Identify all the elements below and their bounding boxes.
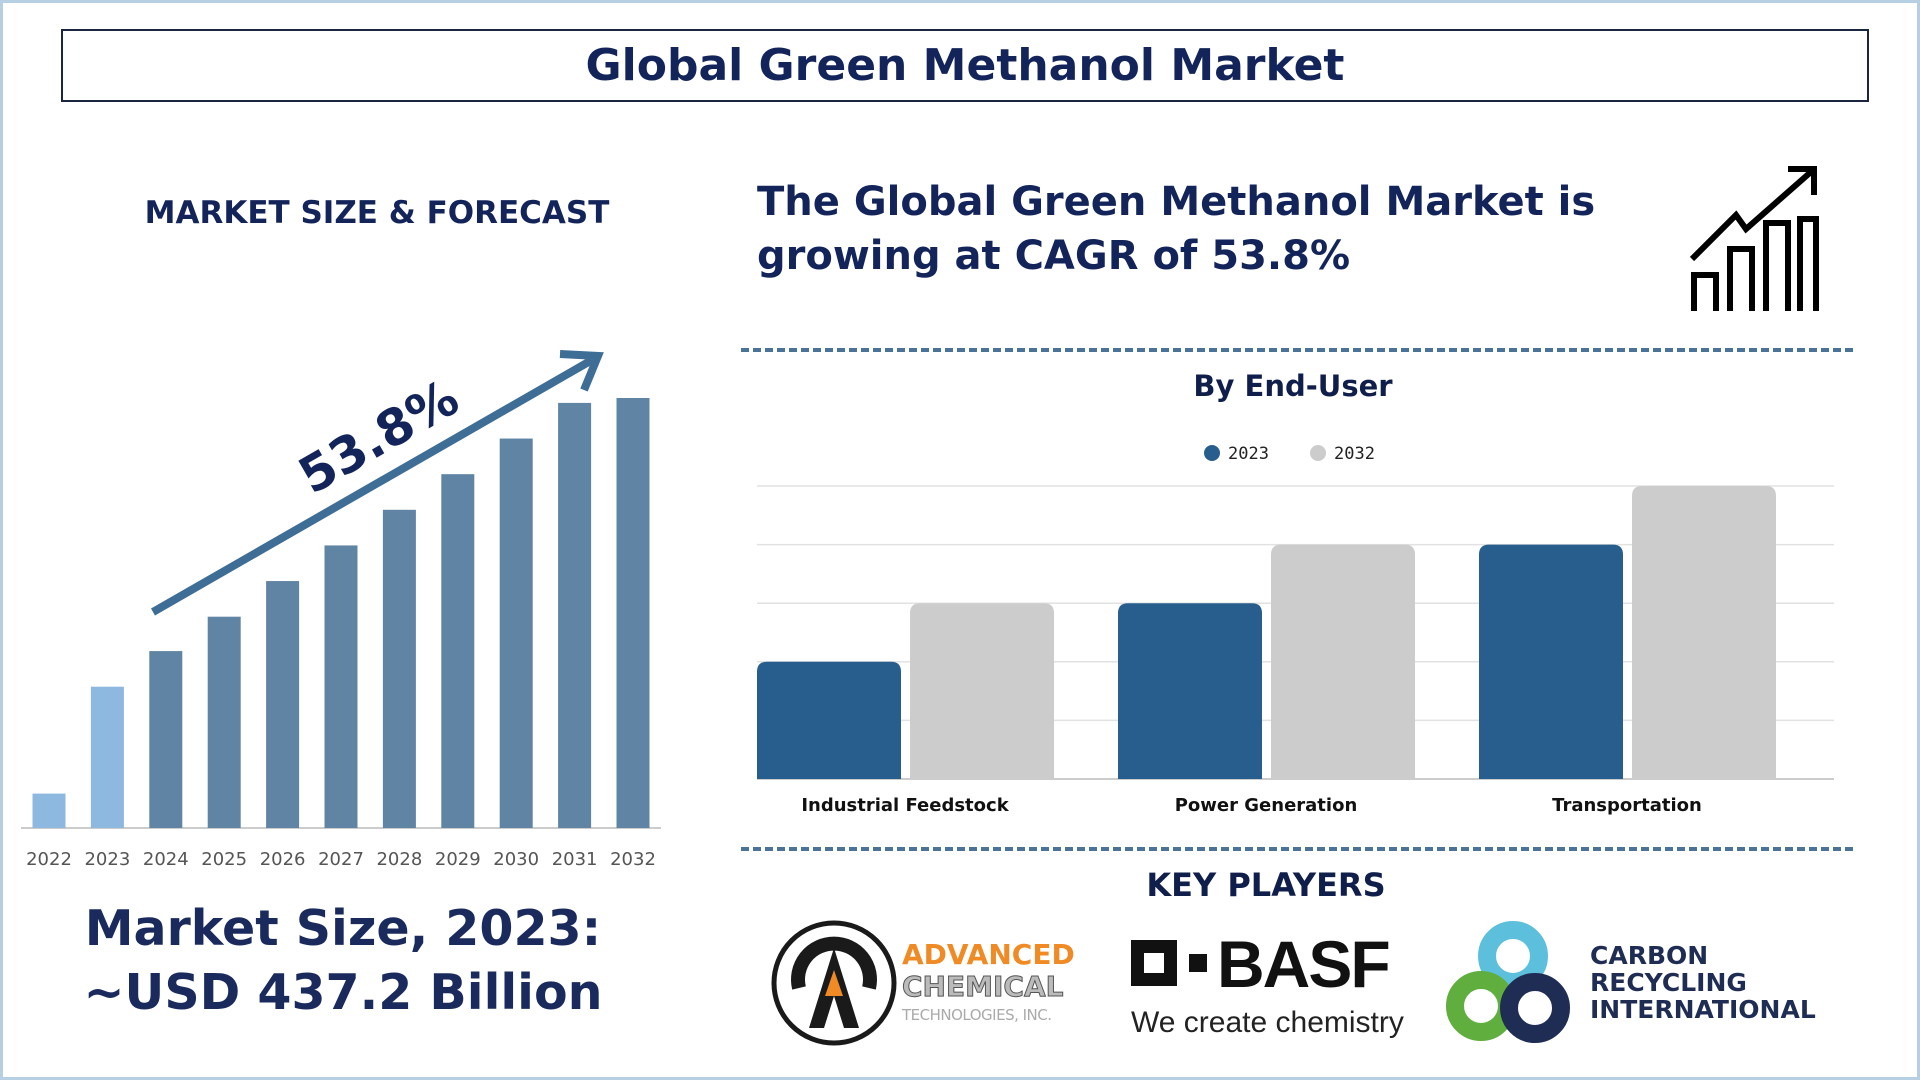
x-tick-label: 2025 xyxy=(201,849,247,870)
logo-basf: BASF We create chemistry xyxy=(1129,927,1419,1046)
bar-2023 xyxy=(1118,603,1262,779)
bar-2023 xyxy=(757,661,901,779)
x-tick-label: 2023 xyxy=(84,849,130,870)
act-line3: TECHNOLOGIES, INC. xyxy=(902,1006,1052,1024)
trend-arrow-line xyxy=(151,356,594,616)
divider-bottom xyxy=(741,847,1853,851)
x-tick-label: 2028 xyxy=(376,849,422,870)
logo-carbon-recycling: CARBON RECYCLING INTERNATIONAL xyxy=(1445,920,1816,1045)
legend-label: 2032 xyxy=(1334,444,1375,464)
x-tick-label: 2029 xyxy=(435,849,481,870)
market-size-line1: Market Size, 2023: xyxy=(84,900,602,957)
cagr-statement: The Global Green Methanol Market is grow… xyxy=(757,175,1595,283)
legend-swatch-2032 xyxy=(1310,445,1326,461)
act-emblem-icon xyxy=(771,920,897,1046)
x-tick-label: 2027 xyxy=(318,849,364,870)
x-tick-label: 2031 xyxy=(552,849,598,870)
bar-2026 xyxy=(266,581,300,828)
cri-line1: CARBON xyxy=(1590,941,1709,970)
bar-2025 xyxy=(207,616,241,828)
bar-2029 xyxy=(441,474,475,828)
legend-label: 2023 xyxy=(1228,444,1269,464)
basf-wordmark: BASF xyxy=(1217,927,1391,1001)
bar-2032 xyxy=(1271,544,1415,779)
logo-advanced-chemical: ADVANCED CHEMICAL TECHNOLOGIES, INC. xyxy=(769,918,1089,1048)
market-forecast-chart: 2022 2023 2024 2025 2026 2027 2028 2029 2030 2031… xyxy=(21,350,661,870)
bar-2027 xyxy=(324,545,358,828)
bar-2031 xyxy=(558,402,592,828)
market-size-line2: ~USD 437.2 Billion xyxy=(83,964,603,1021)
bar-2024 xyxy=(149,651,183,828)
cri-emblem-icon xyxy=(1446,921,1570,1043)
growth-chart-icon xyxy=(1689,166,1819,311)
act-line1: ADVANCED xyxy=(902,938,1075,971)
x-tick-label: 2024 xyxy=(143,849,189,870)
category-label: Transportation xyxy=(1552,795,1702,816)
x-tick-label: 2032 xyxy=(610,849,656,870)
bar-2032 xyxy=(910,603,1054,779)
cagr-line1: The Global Green Methanol Market is xyxy=(757,179,1596,225)
end-user-chart: 2023 2032 Industrial Feedstock Power Genera… xyxy=(757,444,1834,816)
key-players-heading: KEY PLAYERS xyxy=(1146,866,1386,904)
basf-square-icon xyxy=(1131,940,1177,986)
market-size-heading: MARKET SIZE & FORECAST xyxy=(144,195,610,231)
bar-2032 xyxy=(1632,486,1776,779)
x-tick-label: 2026 xyxy=(260,849,306,870)
cri-line3: INTERNATIONAL xyxy=(1590,995,1816,1024)
trend-arrow-head-icon xyxy=(559,350,604,392)
act-line2: CHEMICAL xyxy=(901,970,1064,1003)
bar-2032 xyxy=(616,398,650,828)
bar-2022 xyxy=(32,793,66,828)
page-title: Global Green Methanol Market xyxy=(61,29,1869,102)
category-label: Industrial Feedstock xyxy=(801,795,1009,816)
bar-2023 xyxy=(90,686,124,828)
bar-2023 xyxy=(1479,544,1623,779)
end-user-chart-title: By End-User xyxy=(1193,369,1393,403)
legend-swatch-2023 xyxy=(1204,445,1220,461)
cri-line2: RECYCLING xyxy=(1590,968,1747,997)
bar-2028 xyxy=(382,509,416,828)
x-tick-label: 2030 xyxy=(493,849,539,870)
basf-dot-icon xyxy=(1189,954,1207,972)
divider-top xyxy=(741,348,1853,352)
basf-tagline: We create chemistry xyxy=(1131,1006,1404,1039)
bar-2030 xyxy=(499,438,533,828)
category-label: Power Generation xyxy=(1175,795,1358,816)
cagr-line2: growing at CAGR of 53.8% xyxy=(757,233,1351,279)
x-tick-label: 2022 xyxy=(26,849,72,870)
